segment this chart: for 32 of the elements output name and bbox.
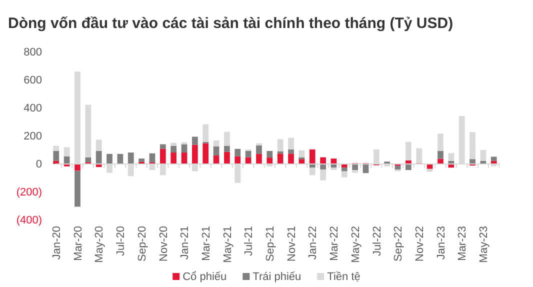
y-tick-label: 400	[24, 102, 42, 115]
y-tick-label: 600	[24, 74, 42, 87]
x-tick-label: Sep-22	[392, 226, 405, 262]
x-tick-label: Nov-22	[414, 226, 426, 262]
y-tick-label: 800	[24, 46, 42, 59]
x-tick-label: Mar-23	[456, 226, 469, 261]
x-tick-label: Nov-21	[286, 226, 298, 262]
x-tick-label: Mar-20	[72, 226, 84, 261]
x-tick-label: Sep-21	[264, 226, 277, 262]
x-tick-label: Jan-21	[179, 226, 192, 260]
x-tick-label: Jan-22	[307, 226, 320, 260]
y-tick-label: 0	[36, 158, 42, 171]
x-tick-label: May-22	[350, 226, 362, 263]
legend-label: Cổ phiếu	[182, 271, 227, 283]
x-tick-label: May-23	[478, 226, 490, 263]
legend-label: Tiền tệ	[327, 271, 360, 283]
x-tick-label: Mar-21	[200, 226, 212, 261]
x-tick-label: Jul-21	[243, 226, 256, 256]
x-tick-label: Jan-20	[50, 226, 63, 260]
y-tick-label: (200)	[16, 186, 42, 199]
x-tick-label: Jan-23	[435, 226, 448, 260]
x-tick-label: Mar-22	[328, 226, 341, 261]
x-tick-label: Jul-22	[371, 226, 384, 256]
chart-title: Dòng vốn đầu tư vào các tài sản tài chính theo tháng (Tỷ USD)	[8, 15, 454, 32]
legend-label: Trái phiếu	[252, 271, 302, 283]
x-tick-label: May-20	[94, 226, 106, 263]
x-tick-label: Sep-20	[136, 226, 148, 262]
x-tick-label: May-21	[222, 226, 234, 263]
x-tick-label: Nov-20	[158, 226, 170, 262]
x-tick-label: Jul-20	[115, 226, 128, 256]
y-tick-label: 200	[24, 130, 42, 143]
y-tick-label: (400)	[16, 214, 42, 227]
